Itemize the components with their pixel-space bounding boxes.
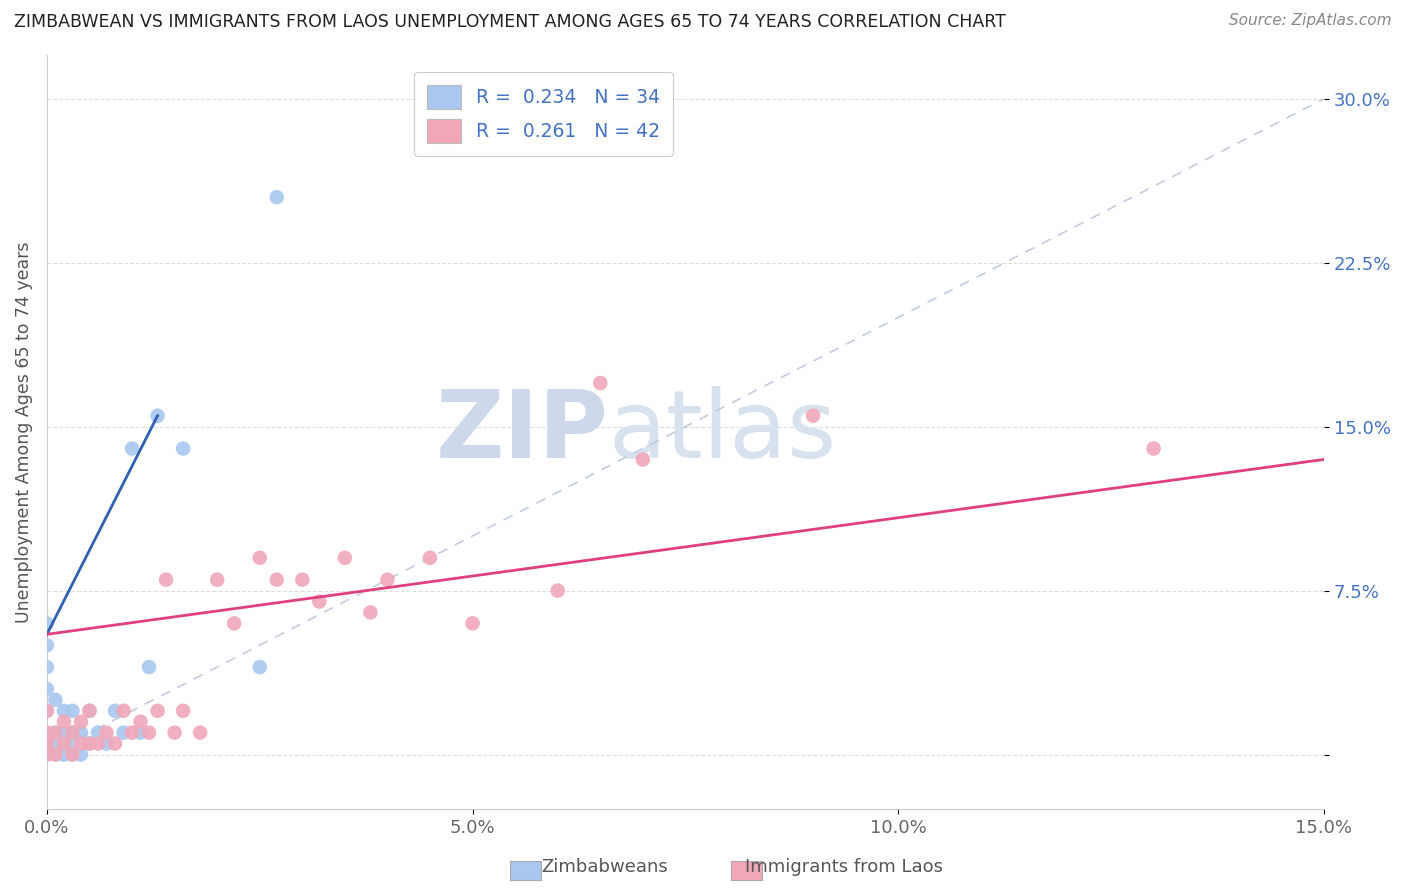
Point — [308, 594, 330, 608]
Point — [79, 704, 101, 718]
Point — [377, 573, 399, 587]
Point — [70, 714, 93, 729]
Point — [52, 737, 75, 751]
Text: ZIP: ZIP — [436, 386, 609, 478]
Point — [249, 550, 271, 565]
Point — [70, 737, 93, 751]
Point — [461, 616, 484, 631]
Point — [155, 573, 177, 587]
Point — [62, 725, 84, 739]
Point — [62, 747, 84, 762]
Y-axis label: Unemployment Among Ages 65 to 74 years: Unemployment Among Ages 65 to 74 years — [15, 242, 32, 623]
Point — [172, 704, 194, 718]
Point — [79, 704, 101, 718]
Point — [146, 409, 169, 423]
Point — [249, 660, 271, 674]
Point — [589, 376, 612, 390]
Point — [44, 725, 66, 739]
Point — [129, 714, 152, 729]
Point — [146, 704, 169, 718]
Point — [138, 660, 160, 674]
Point — [104, 704, 127, 718]
Point — [35, 660, 58, 674]
Point — [188, 725, 211, 739]
Point — [138, 725, 160, 739]
Point — [1143, 442, 1166, 456]
Point — [96, 737, 118, 751]
Point — [70, 747, 93, 762]
Point — [44, 725, 66, 739]
Point — [129, 725, 152, 739]
Legend: R =  0.234   N = 34, R =  0.261   N = 42: R = 0.234 N = 34, R = 0.261 N = 42 — [413, 72, 673, 156]
Point — [52, 725, 75, 739]
Point — [52, 747, 75, 762]
Point — [801, 409, 824, 423]
Point — [96, 725, 118, 739]
Point — [44, 747, 66, 762]
Point — [35, 638, 58, 652]
Point — [266, 190, 288, 204]
Point — [44, 693, 66, 707]
Point — [35, 681, 58, 696]
Point — [35, 704, 58, 718]
Point — [104, 737, 127, 751]
Text: Source: ZipAtlas.com: Source: ZipAtlas.com — [1229, 13, 1392, 29]
Point — [35, 737, 58, 751]
Point — [35, 747, 58, 762]
Point — [121, 725, 143, 739]
Point — [547, 583, 569, 598]
Point — [35, 747, 58, 762]
Point — [35, 725, 58, 739]
Point — [172, 442, 194, 456]
Point — [35, 725, 58, 739]
Point — [266, 573, 288, 587]
Point — [87, 737, 110, 751]
Point — [35, 616, 58, 631]
Point — [419, 550, 441, 565]
Text: ZIMBABWEAN VS IMMIGRANTS FROM LAOS UNEMPLOYMENT AMONG AGES 65 TO 74 YEARS CORREL: ZIMBABWEAN VS IMMIGRANTS FROM LAOS UNEMP… — [14, 13, 1005, 31]
Text: Zimbabweans: Zimbabweans — [541, 858, 668, 876]
Point — [35, 737, 58, 751]
Point — [35, 704, 58, 718]
Point — [62, 747, 84, 762]
Point — [44, 737, 66, 751]
Point — [205, 573, 228, 587]
Point — [291, 573, 314, 587]
Point — [87, 725, 110, 739]
Point — [62, 704, 84, 718]
Point — [121, 442, 143, 456]
Point — [79, 737, 101, 751]
Point — [52, 714, 75, 729]
Point — [333, 550, 356, 565]
Point — [62, 725, 84, 739]
Text: atlas: atlas — [609, 386, 837, 478]
Point — [79, 737, 101, 751]
Point — [359, 606, 381, 620]
Point — [62, 737, 84, 751]
Point — [44, 747, 66, 762]
Point — [631, 452, 654, 467]
Point — [224, 616, 246, 631]
Text: Immigrants from Laos: Immigrants from Laos — [745, 858, 942, 876]
Point — [112, 725, 135, 739]
Point — [52, 704, 75, 718]
Point — [70, 725, 93, 739]
Point — [163, 725, 186, 739]
Point — [112, 704, 135, 718]
